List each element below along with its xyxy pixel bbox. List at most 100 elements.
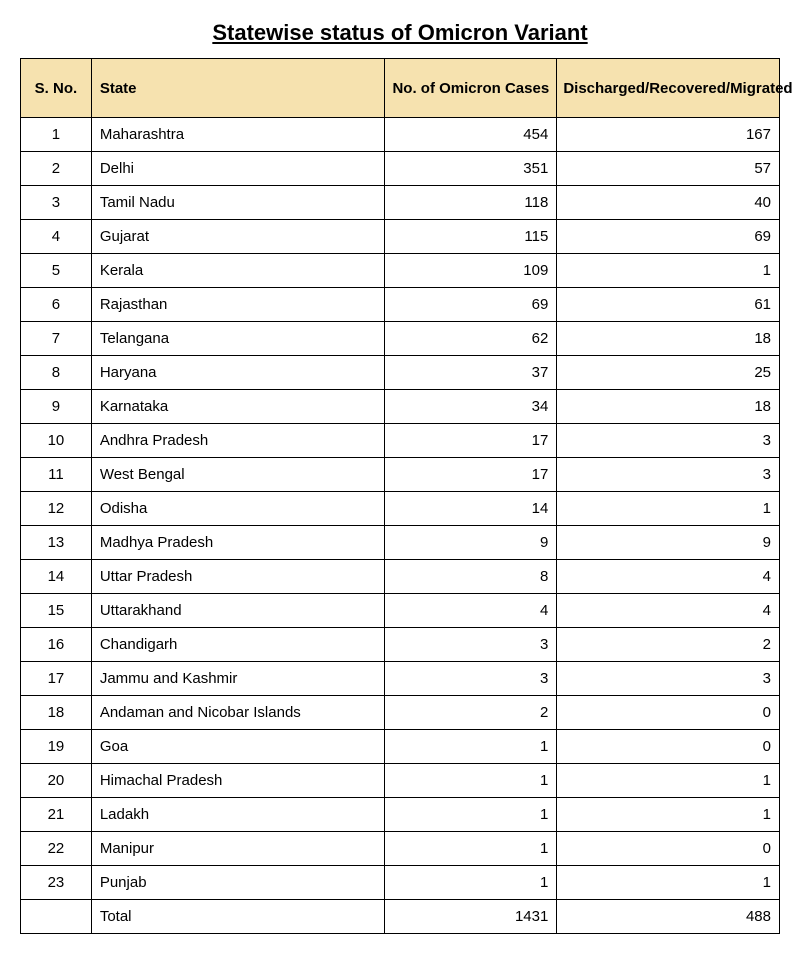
cell-cases: 17 (385, 458, 557, 492)
cell-sno: 12 (21, 492, 92, 526)
cell-cases: 69 (385, 288, 557, 322)
cell-state: Delhi (91, 152, 384, 186)
cell-discharged: 3 (557, 458, 780, 492)
table-row: 8Haryana3725 (21, 356, 780, 390)
table-row: 12Odisha141 (21, 492, 780, 526)
cell-state: Jammu and Kashmir (91, 662, 384, 696)
cell-state: Karnataka (91, 390, 384, 424)
cell-state: Uttar Pradesh (91, 560, 384, 594)
col-header-cases: No. of Omicron Cases (385, 59, 557, 118)
table-row: 17Jammu and Kashmir33 (21, 662, 780, 696)
cell-state: Goa (91, 730, 384, 764)
cell-discharged: 61 (557, 288, 780, 322)
cell-cases: 3 (385, 628, 557, 662)
table-row: 18Andaman and Nicobar Islands20 (21, 696, 780, 730)
table-total-row: Total1431488 (21, 900, 780, 934)
cell-state: Maharashtra (91, 118, 384, 152)
cell-discharged: 0 (557, 832, 780, 866)
cell-sno: 17 (21, 662, 92, 696)
cell-state: Telangana (91, 322, 384, 356)
cell-state: Punjab (91, 866, 384, 900)
cell-cases: 17 (385, 424, 557, 458)
cell-sno: 20 (21, 764, 92, 798)
cell-cases: 1 (385, 866, 557, 900)
cell-discharged: 1 (557, 798, 780, 832)
table-header-row: S. No. State No. of Omicron Cases Discha… (21, 59, 780, 118)
cell-sno: 5 (21, 254, 92, 288)
cell-sno (21, 900, 92, 934)
cell-discharged: 488 (557, 900, 780, 934)
cell-cases: 14 (385, 492, 557, 526)
cell-discharged: 40 (557, 186, 780, 220)
cell-sno: 6 (21, 288, 92, 322)
cell-state: Madhya Pradesh (91, 526, 384, 560)
cell-discharged: 1 (557, 866, 780, 900)
cell-state: Odisha (91, 492, 384, 526)
table-row: 4Gujarat11569 (21, 220, 780, 254)
cell-discharged: 1 (557, 492, 780, 526)
cell-state: Manipur (91, 832, 384, 866)
col-header-discharged: Discharged/Recovered/Migrated (557, 59, 780, 118)
table-row: 7Telangana6218 (21, 322, 780, 356)
table-row: 19Goa10 (21, 730, 780, 764)
cell-cases: 118 (385, 186, 557, 220)
table-row: 3Tamil Nadu11840 (21, 186, 780, 220)
cell-sno: 4 (21, 220, 92, 254)
cell-sno: 2 (21, 152, 92, 186)
table-row: 15Uttarakhand44 (21, 594, 780, 628)
cell-discharged: 69 (557, 220, 780, 254)
cell-cases: 1 (385, 730, 557, 764)
cell-discharged: 4 (557, 594, 780, 628)
table-container: Statewise status of Omicron Variant S. N… (20, 20, 780, 934)
cell-sno: 1 (21, 118, 92, 152)
cell-cases: 8 (385, 560, 557, 594)
col-header-sno: S. No. (21, 59, 92, 118)
cell-state: Haryana (91, 356, 384, 390)
cell-cases: 34 (385, 390, 557, 424)
cell-cases: 1 (385, 832, 557, 866)
cell-state: Andaman and Nicobar Islands (91, 696, 384, 730)
cell-discharged: 167 (557, 118, 780, 152)
table-row: 14Uttar Pradesh84 (21, 560, 780, 594)
cell-cases: 351 (385, 152, 557, 186)
cell-sno: 15 (21, 594, 92, 628)
cell-discharged: 57 (557, 152, 780, 186)
cell-cases: 37 (385, 356, 557, 390)
cell-discharged: 0 (557, 730, 780, 764)
table-row: 13Madhya Pradesh99 (21, 526, 780, 560)
cell-sno: 9 (21, 390, 92, 424)
cell-sno: 23 (21, 866, 92, 900)
cell-sno: 3 (21, 186, 92, 220)
cell-discharged: 3 (557, 662, 780, 696)
page-title: Statewise status of Omicron Variant (20, 20, 780, 46)
table-row: 11West Bengal173 (21, 458, 780, 492)
cell-state: Rajasthan (91, 288, 384, 322)
cell-sno: 19 (21, 730, 92, 764)
cell-cases: 3 (385, 662, 557, 696)
cell-cases: 115 (385, 220, 557, 254)
cell-cases: 62 (385, 322, 557, 356)
cell-state: Andhra Pradesh (91, 424, 384, 458)
cell-discharged: 9 (557, 526, 780, 560)
cell-cases: 4 (385, 594, 557, 628)
cell-state: Kerala (91, 254, 384, 288)
cell-sno: 22 (21, 832, 92, 866)
cell-sno: 16 (21, 628, 92, 662)
cell-sno: 18 (21, 696, 92, 730)
cell-discharged: 3 (557, 424, 780, 458)
table-row: 23Punjab11 (21, 866, 780, 900)
cell-state: Gujarat (91, 220, 384, 254)
cell-state: Total (91, 900, 384, 934)
cell-discharged: 0 (557, 696, 780, 730)
table-row: 1Maharashtra454167 (21, 118, 780, 152)
table-row: 20Himachal Pradesh11 (21, 764, 780, 798)
table-row: 21Ladakh11 (21, 798, 780, 832)
table-row: 22Manipur10 (21, 832, 780, 866)
cell-discharged: 2 (557, 628, 780, 662)
table-row: 5Kerala1091 (21, 254, 780, 288)
table-row: 16Chandigarh32 (21, 628, 780, 662)
cell-sno: 13 (21, 526, 92, 560)
cell-sno: 21 (21, 798, 92, 832)
cell-state: Himachal Pradesh (91, 764, 384, 798)
omicron-table: S. No. State No. of Omicron Cases Discha… (20, 58, 780, 934)
